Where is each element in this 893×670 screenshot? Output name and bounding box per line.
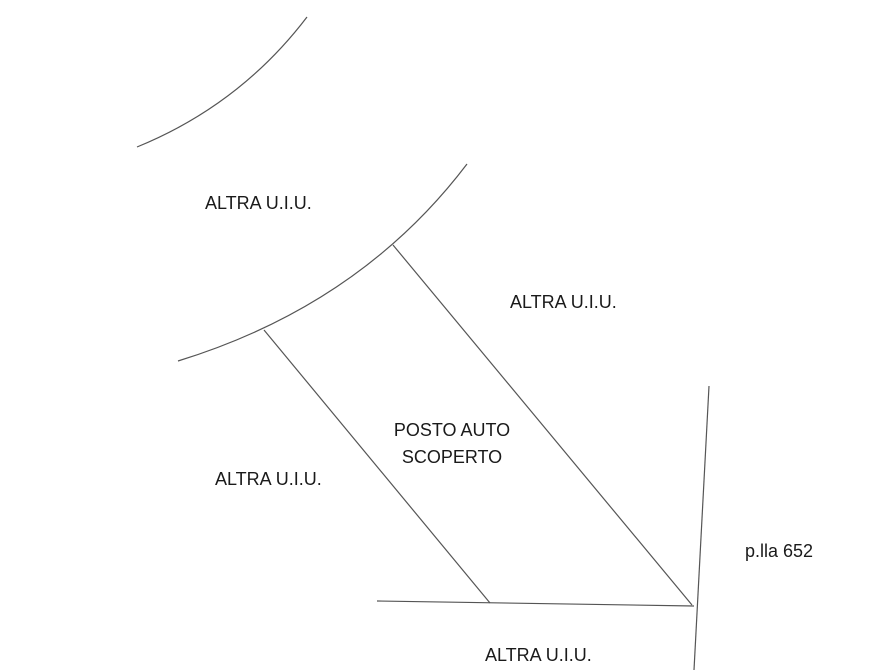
outer-arc-wall xyxy=(136,16,308,148)
parking-left-boundary xyxy=(263,329,491,604)
label-altra-uiu-bottom: ALTRA U.I.U. xyxy=(485,645,592,665)
parking-right-boundary xyxy=(392,244,693,606)
label-altra-uiu-mid-left: ALTRA U.I.U. xyxy=(215,469,322,489)
label-altra-uiu-top-right: ALTRA U.I.U. xyxy=(510,292,617,312)
inner-arc-wall xyxy=(177,163,468,362)
label-altra-uiu-top-left: ALTRA U.I.U. xyxy=(205,193,312,213)
bottom-boundary xyxy=(376,600,695,607)
label-posto-auto-line1: POSTO AUTO xyxy=(393,420,511,440)
label-parcel: p.lla 652 xyxy=(745,541,814,561)
parcel-boundary xyxy=(693,385,710,670)
label-posto-auto-line2: SCOPERTO xyxy=(401,447,503,467)
label-posto-auto: POSTO AUTO SCOPERTO xyxy=(372,419,532,468)
